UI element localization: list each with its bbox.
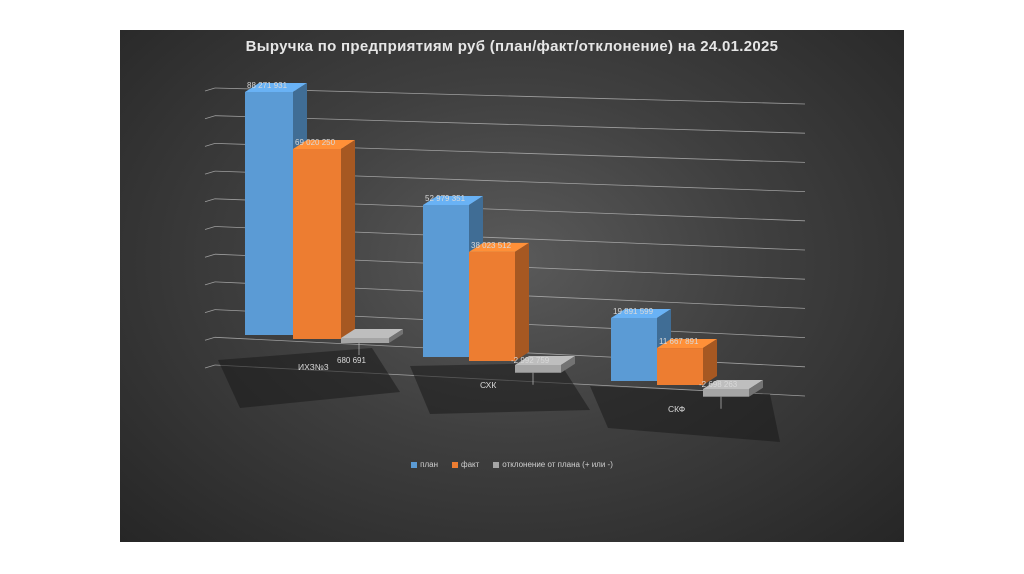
bar-front-0-2 bbox=[341, 338, 389, 343]
legend-item-plan[interactable]: план bbox=[411, 460, 438, 469]
legend-swatch-fact bbox=[452, 461, 458, 468]
data-label-2-1: 11 667 891 bbox=[659, 337, 699, 346]
data-label-1-1: 38 023 512 bbox=[471, 241, 512, 250]
category-label-2: СКФ bbox=[668, 404, 685, 414]
chart-title: Выручка по предприятиям руб (план/факт/о… bbox=[245, 38, 779, 55]
bar-side-0-1 bbox=[341, 139, 355, 339]
legend-item-deviation[interactable]: отклонение от плана (+ или -) bbox=[493, 460, 613, 469]
bar-0-1[interactable] bbox=[293, 139, 355, 339]
bar-front-2-1 bbox=[657, 348, 703, 385]
legend: план факт отклонение от плана (+ или -) bbox=[120, 460, 904, 469]
category-label-1: СХК bbox=[480, 380, 496, 390]
bar-top-1-0 bbox=[423, 196, 483, 205]
bar-top-2-2 bbox=[703, 380, 763, 389]
bar-top-0-2 bbox=[341, 329, 403, 338]
legend-swatch-deviation bbox=[493, 461, 500, 468]
bar-side-1-2 bbox=[561, 356, 575, 373]
chart-floor bbox=[218, 348, 780, 442]
category-label-0: ИХЗ№3 bbox=[298, 362, 329, 372]
bar-1-1[interactable] bbox=[469, 242, 529, 361]
bar-front-1-2 bbox=[515, 365, 561, 373]
data-label-0-1: 69 020 250 bbox=[295, 138, 336, 147]
bar-top-0-1 bbox=[293, 139, 355, 149]
bar-side-2-1 bbox=[703, 339, 717, 385]
data-label-2-0: 19 891 599 bbox=[613, 307, 654, 316]
chart-plot: 88 271 931 69 020 250 680 691 ИХЗ№3 52 979 3… bbox=[204, 81, 806, 442]
legend-label-fact: факт bbox=[461, 460, 480, 469]
data-label-1-0: 52 979 351 bbox=[425, 194, 466, 203]
bar-top-2-0 bbox=[611, 309, 671, 318]
bar-2-2[interactable] bbox=[703, 380, 763, 397]
data-label-2-2: -2 698 263 bbox=[699, 380, 738, 389]
bar-side-0-2 bbox=[389, 329, 403, 343]
bar-top-2-1 bbox=[657, 339, 717, 349]
bar-front-2-0 bbox=[611, 318, 657, 381]
bar-front-2-2 bbox=[703, 389, 749, 397]
legend-swatch-plan bbox=[411, 461, 418, 468]
data-label-0-0: 88 271 931 bbox=[247, 81, 288, 90]
bar-2-1[interactable] bbox=[657, 339, 717, 385]
bar-0-2[interactable] bbox=[341, 329, 403, 343]
chart-area: 88 271 931 69 020 250 680 691 ИХЗ№3 52 979 3… bbox=[120, 30, 904, 542]
bar-side-1-1 bbox=[515, 242, 529, 361]
data-label-1-2: -2 992 759 bbox=[511, 356, 550, 365]
bar-1-2[interactable] bbox=[515, 356, 575, 373]
bar-top-0-0 bbox=[245, 83, 307, 92]
bars bbox=[245, 83, 763, 397]
data-label-0-2: 680 691 bbox=[337, 356, 366, 365]
bar-top-1-1 bbox=[469, 242, 529, 252]
legend-item-fact[interactable]: факт bbox=[452, 460, 479, 469]
bar-front-0-1 bbox=[293, 148, 341, 339]
data-labels: 88 271 931 69 020 250 680 691 ИХЗ№3 52 979 3… bbox=[247, 81, 738, 414]
legend-label-deviation: отклонение от плана (+ или -) bbox=[502, 460, 613, 469]
bar-front-0-0 bbox=[245, 92, 293, 335]
bar-front-1-0 bbox=[423, 205, 469, 357]
legend-label-plan: план bbox=[420, 460, 438, 469]
bar-side-2-2 bbox=[749, 380, 763, 397]
bar-front-1-1 bbox=[469, 251, 515, 361]
bar-top-1-2 bbox=[515, 356, 575, 365]
